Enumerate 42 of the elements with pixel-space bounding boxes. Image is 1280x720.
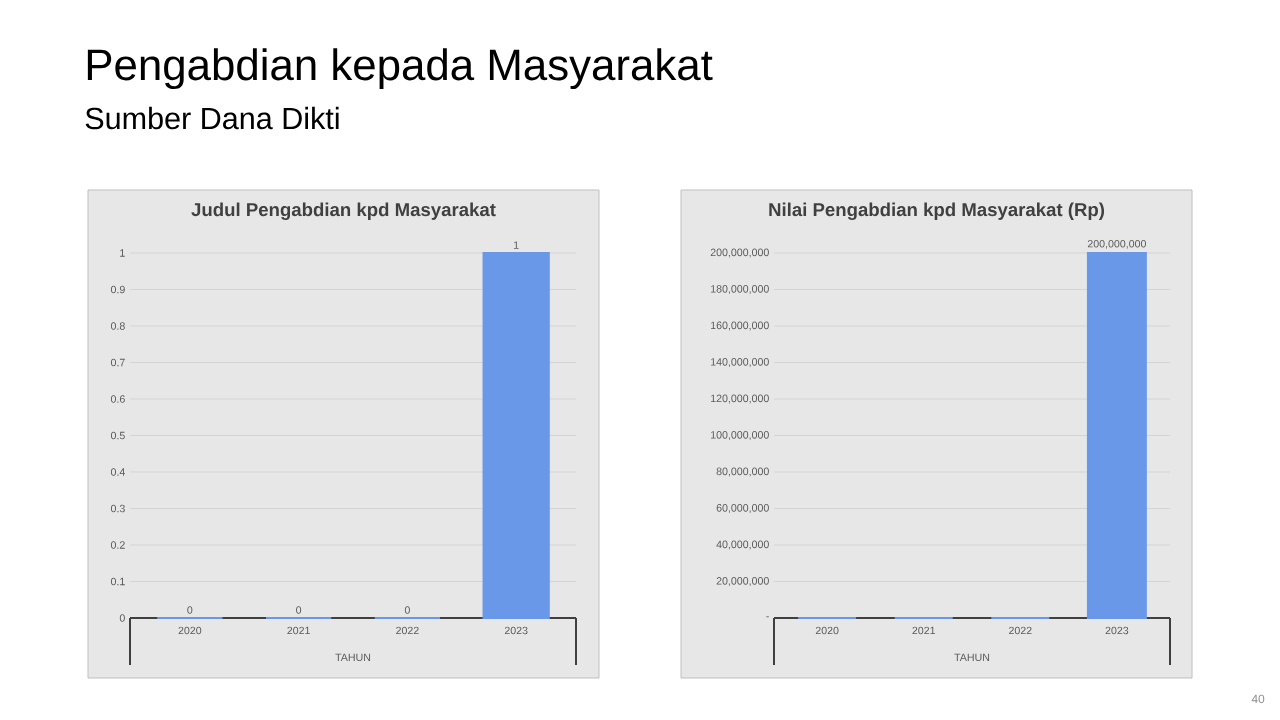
- text: 40: [1251, 694, 1265, 704]
- y-tick-label: 0.3: [110, 504, 125, 513]
- y-tick-label: 120,000,000: [711, 394, 769, 404]
- y-tick-label: 20,000,000: [716, 577, 769, 586]
- y-tick-label: 160,000,000: [711, 321, 769, 331]
- y-tick-label: 0.5: [110, 431, 125, 440]
- y-tick-label: 40,000,000: [716, 540, 769, 550]
- data-label: 0: [404, 606, 410, 614]
- text: Pengabdian kepada Masyarakat: [87, 48, 713, 90]
- data-label: 200,000,000: [1087, 239, 1147, 249]
- y-tick-label: 0.6: [110, 395, 125, 403]
- text: Sumber Dana Dikti: [85, 106, 339, 130]
- y-tick-label: 0.4: [110, 468, 125, 476]
- x-tick-label: 2020: [178, 626, 202, 635]
- y-tick-label: 0.7: [110, 358, 125, 367]
- data-label: 0: [187, 606, 193, 614]
- y-tick-label: 1: [120, 249, 125, 257]
- y-tick-label: 140,000,000: [711, 358, 769, 367]
- y-tick-label: 200,000,000: [710, 248, 769, 258]
- x-tick-label: 2023: [504, 626, 528, 635]
- x-tick-label: 2022: [1009, 626, 1032, 635]
- y-tick-label: 0.9: [110, 285, 125, 294]
- y-tick-label: -: [766, 616, 769, 618]
- x-axis-title: TAHUN: [335, 653, 371, 662]
- data-label: 1: [514, 241, 519, 249]
- data-label: 0: [296, 606, 302, 614]
- y-tick-label: 0.2: [110, 541, 125, 549]
- chart-title: Judul Pengabdian kpd Masyarakat: [191, 202, 496, 220]
- y-tick-label: 60,000,000: [716, 504, 769, 513]
- y-tick-label: 100,000,000: [711, 431, 769, 440]
- x-tick-label: 2020: [815, 626, 839, 635]
- y-tick-label: 0.8: [110, 322, 125, 330]
- x-tick-label: 2021: [912, 626, 936, 635]
- x-axis-title: TAHUN: [954, 653, 990, 662]
- y-tick-label: 80,000,000: [716, 467, 769, 477]
- x-tick-label: 2021: [287, 626, 310, 635]
- chart-title: Nilai Pengabdian kpd Masyarakat (Rp): [769, 202, 1105, 220]
- x-tick-label: 2023: [1105, 626, 1129, 635]
- y-tick-label: 0.1: [110, 577, 125, 586]
- y-tick-label: 0: [119, 614, 125, 622]
- x-tick-label: 2022: [396, 626, 419, 635]
- y-tick-label: 180,000,000: [711, 285, 769, 294]
